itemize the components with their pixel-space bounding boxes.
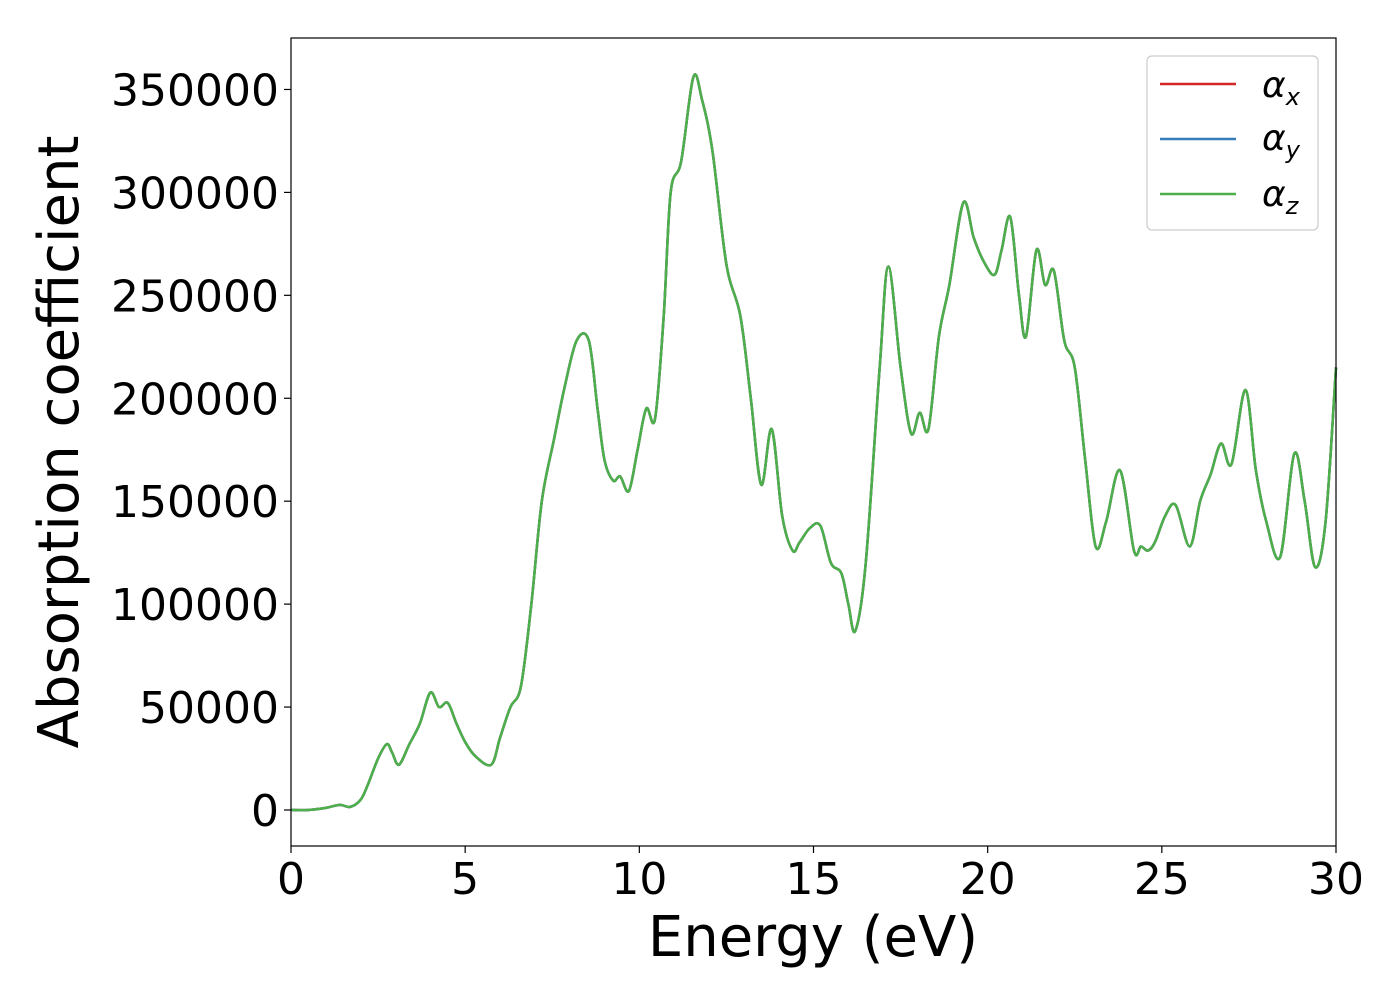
y-tick-label: 350000 (111, 65, 279, 116)
y-tick-label: 300000 (111, 168, 279, 219)
y-tick-label: 50000 (139, 683, 279, 734)
legend-symbol-alpha-z: α (1262, 174, 1286, 215)
y-tick-label: 250000 (111, 271, 279, 322)
series-line-alpha-z (290, 73, 1338, 812)
legend-symbol-alpha-x: α (1262, 65, 1286, 106)
legend-subscript-z: z (1285, 192, 1300, 220)
y-tick-label: 0 (251, 786, 279, 837)
y-axis-ticks: 0 50000 100000 150000 200000 250000 300000 3500… (111, 65, 291, 837)
legend-label-alpha-z: αz (1262, 174, 1300, 220)
y-tick-label: 100000 (111, 580, 279, 631)
legend: αx αy αz (1146, 55, 1319, 231)
x-tick-label: 30 (1308, 854, 1364, 905)
x-tick-label: 20 (960, 854, 1016, 905)
y-tick-label: 200000 (111, 374, 279, 425)
plot-lines (290, 73, 1338, 812)
y-tick-label: 150000 (111, 477, 279, 528)
legend-label-alpha-x: αx (1262, 65, 1301, 111)
x-axis-label: Energy (eV) (648, 905, 978, 970)
legend-subscript-x: x (1285, 83, 1301, 111)
legend-label-alpha-y: αy (1262, 118, 1301, 164)
legend-box (1146, 55, 1319, 231)
x-tick-label: 25 (1134, 854, 1190, 905)
x-tick-label: 0 (277, 854, 305, 905)
legend-subscript-y: y (1285, 136, 1301, 164)
legend-symbol-alpha-y: α (1262, 118, 1286, 159)
y-axis-label: Absorption coefficient (27, 136, 92, 749)
x-axis-ticks: 0 5 10 15 20 25 30 (277, 846, 1364, 905)
x-tick-label: 5 (451, 854, 479, 905)
x-tick-label: 15 (786, 854, 842, 905)
x-tick-label: 10 (611, 854, 667, 905)
